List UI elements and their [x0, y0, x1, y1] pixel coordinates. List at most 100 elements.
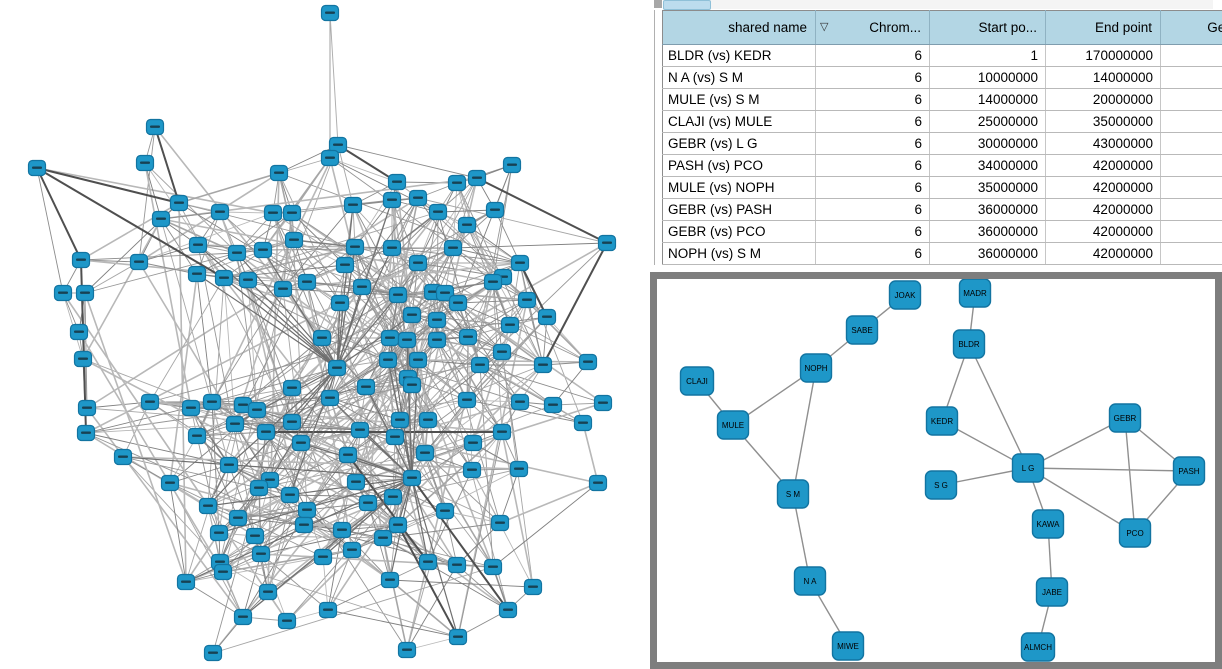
network-node[interactable]: [378, 351, 398, 369]
table-cell[interactable]: 8.4: [1160, 220, 1222, 243]
network-node[interactable]: [402, 306, 422, 324]
network-node[interactable]: [388, 516, 408, 534]
network-node[interactable]: [352, 278, 372, 296]
table-cell[interactable]: 8.9: [1160, 198, 1222, 221]
network-node[interactable]: [435, 502, 455, 520]
table-cell[interactable]: 43000000: [1045, 132, 1161, 155]
network-edge[interactable]: [1124, 417, 1136, 534]
network-node[interactable]: [492, 423, 512, 441]
network-node[interactable]: [213, 563, 233, 581]
network-node[interactable]: [53, 284, 73, 302]
network-node[interactable]: [284, 231, 304, 249]
table-cell[interactable]: 36000000: [929, 198, 1046, 221]
table-cell[interactable]: 10.5: [1160, 176, 1222, 199]
table-cell[interactable]: 14000000: [929, 88, 1046, 111]
table-row[interactable]: CLAJI (vs) MULE625000000350000005.9: [662, 110, 1222, 133]
network-node[interactable]: [402, 469, 422, 487]
node-shape[interactable]: [716, 410, 750, 440]
node-shape[interactable]: [1020, 632, 1056, 662]
network-node[interactable]: [320, 4, 340, 22]
node-shape[interactable]: [1172, 456, 1206, 486]
network-node[interactable]: [408, 351, 428, 369]
network-node[interactable]: [214, 269, 234, 287]
table-cell[interactable]: NOPH (vs) S M: [662, 242, 816, 265]
node-shape[interactable]: [924, 470, 958, 500]
network-node[interactable]: [251, 545, 271, 563]
network-node[interactable]: [418, 411, 438, 429]
table-cell[interactable]: 6: [815, 132, 930, 155]
network-node[interactable]: L G: [1011, 453, 1045, 483]
network-node[interactable]: [498, 601, 518, 619]
network-node[interactable]: [448, 294, 468, 312]
network-node[interactable]: [485, 201, 505, 219]
network-node[interactable]: [187, 265, 207, 283]
network-node[interactable]: [247, 401, 267, 419]
table-row[interactable]: N A (vs) S M610000000140000006.6: [662, 66, 1222, 89]
table-cell[interactable]: 6: [815, 220, 930, 243]
network-node[interactable]: [343, 196, 363, 214]
network-node[interactable]: [509, 460, 529, 478]
network-node[interactable]: [181, 399, 201, 417]
column-header-0[interactable]: shared name: [662, 10, 816, 45]
table-cell[interactable]: 25000000: [929, 110, 1046, 133]
network-node[interactable]: [500, 316, 520, 334]
network-node[interactable]: [335, 256, 355, 274]
network-node[interactable]: PCO: [1118, 518, 1152, 548]
network-node[interactable]: [73, 350, 93, 368]
node-shape[interactable]: [1108, 403, 1142, 433]
network-node[interactable]: [537, 308, 557, 326]
table-cell[interactable]: 5.9: [1160, 110, 1222, 133]
node-shape[interactable]: [831, 631, 865, 661]
network-node[interactable]: S G: [924, 470, 958, 500]
network-node[interactable]: [327, 359, 347, 377]
table-cell[interactable]: 20000000: [1045, 88, 1161, 111]
node-shape[interactable]: [958, 279, 992, 308]
network-node[interactable]: [448, 628, 468, 646]
network-node[interactable]: [280, 486, 300, 504]
table-cell[interactable]: 42000000: [1045, 176, 1161, 199]
table-cell[interactable]: 170000000: [1045, 44, 1161, 67]
network-node[interactable]: [294, 516, 314, 534]
network-node[interactable]: [463, 434, 483, 452]
table-cell[interactable]: CLAJI (vs) MULE: [662, 110, 816, 133]
network-node[interactable]: [383, 488, 403, 506]
network-node[interactable]: [188, 236, 208, 254]
table-cell[interactable]: 11.4: [1160, 154, 1222, 177]
table-cell[interactable]: MULE (vs) S M: [662, 88, 816, 111]
network-node[interactable]: [297, 501, 317, 519]
network-node[interactable]: [71, 251, 91, 269]
network-node[interactable]: [263, 204, 283, 222]
network-edge[interactable]: [792, 367, 817, 495]
network-node[interactable]: [219, 456, 239, 474]
network-node[interactable]: [510, 393, 530, 411]
network-node[interactable]: [338, 446, 358, 464]
network-node[interactable]: MIWE: [831, 631, 865, 661]
network-node[interactable]: [397, 331, 417, 349]
table-cell[interactable]: 36000000: [929, 242, 1046, 265]
network-node[interactable]: [291, 434, 311, 452]
main-network-canvas[interactable]: [0, 0, 650, 669]
network-node[interactable]: [258, 583, 278, 601]
network-node[interactable]: [113, 448, 133, 466]
filter-icon[interactable]: ▽: [820, 21, 829, 33]
network-node[interactable]: ALMCH: [1020, 632, 1056, 662]
table-cell[interactable]: 6: [815, 176, 930, 199]
network-node[interactable]: [77, 399, 97, 417]
table-cell[interactable]: PASH (vs) PCO: [662, 154, 816, 177]
network-node[interactable]: [387, 173, 407, 191]
network-node[interactable]: [593, 394, 613, 412]
network-node[interactable]: [390, 411, 410, 429]
network-node[interactable]: [282, 413, 302, 431]
network-node[interactable]: [273, 280, 293, 298]
network-node[interactable]: [176, 573, 196, 591]
network-node[interactable]: [373, 529, 393, 547]
network-node[interactable]: [408, 254, 428, 272]
network-node[interactable]: BLDR: [952, 329, 986, 359]
table-cell[interactable]: 16.9: [1160, 132, 1222, 155]
network-node[interactable]: MULE: [716, 410, 750, 440]
network-node[interactable]: [312, 329, 332, 347]
network-node[interactable]: [277, 612, 297, 630]
network-node[interactable]: [269, 164, 289, 182]
network-node[interactable]: [282, 204, 302, 222]
network-node[interactable]: [483, 558, 503, 576]
